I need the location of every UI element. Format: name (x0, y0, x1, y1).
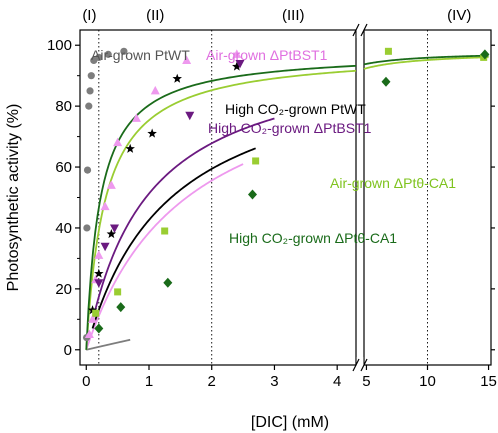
series-label-2: Air-grown ΔPtBST1 (206, 47, 328, 63)
data-point-series-2 (232, 49, 242, 58)
x-tick-label: 10 (419, 373, 436, 390)
y-tick-label: 80 (55, 98, 72, 115)
x-tick-label: 3 (270, 373, 278, 390)
y-axis-title: Photosynthetic activity (%) (5, 104, 22, 292)
fit-curve-3-1 (91, 147, 256, 329)
phase-label: (II) (146, 7, 164, 24)
series-label-5: Air-grown ΔPtθ-CA1 (330, 175, 456, 191)
data-point-series-1 (95, 53, 103, 62)
data-point-series-1 (85, 102, 93, 110)
fit-curve-4-1 (91, 117, 275, 321)
data-point-series-6 (480, 49, 490, 60)
data-point-series-2 (150, 85, 160, 95)
series-label-3: High CO₂-grown PtWT (225, 101, 366, 117)
axis-break-mark (360, 23, 368, 37)
y-tick-label: 100 (47, 37, 72, 54)
data-point-series-3 (125, 143, 135, 153)
data-point-series-4 (100, 242, 110, 252)
data-point-series-2 (84, 329, 94, 339)
axis-break-mark (352, 23, 360, 37)
x-tick-label: 2 (208, 373, 216, 390)
series-label-1: Air-grown PtWT (91, 47, 190, 63)
axis-break-mark (352, 358, 360, 372)
series-label-4: High CO₂-grown ΔPtBST1 (208, 120, 372, 136)
x-tick-label: 0 (82, 373, 90, 390)
data-point-series-3 (94, 268, 104, 278)
data-point-series-5 (114, 288, 122, 296)
data-point-series-1 (83, 224, 91, 232)
x-axis-title: [DIC] (mM) (251, 414, 329, 431)
data-point-series-2 (113, 137, 123, 147)
data-point-series-2 (88, 314, 98, 323)
data-point-series-6 (116, 302, 126, 313)
data-point-series-5 (92, 309, 100, 317)
data-point-series-6 (381, 76, 391, 87)
data-point-series-3 (147, 128, 157, 138)
data-point-series-4 (185, 111, 195, 121)
axis-break-gap-top (356, 22, 364, 38)
data-point-series-2 (106, 180, 116, 189)
x-tick-label: 5 (362, 373, 370, 390)
phase-label: (I) (82, 7, 96, 24)
fit-curve-1-1 (86, 338, 131, 351)
data-point-series-1 (120, 47, 128, 55)
data-point-series-6 (163, 277, 173, 288)
data-point-series-6 (248, 189, 257, 200)
fit-curve-5-1 (85, 69, 357, 350)
fit-curve-5-2 (363, 56, 489, 70)
data-point-series-2 (100, 201, 110, 211)
data-point-series-2 (131, 113, 141, 122)
series-label-6: High CO₂-grown ΔPtθ-CA1 (229, 230, 397, 246)
data-point-series-4 (110, 224, 119, 233)
fit-curve-6-2 (363, 54, 489, 66)
plot-area: 0 20 40 60 80 100 0 1 2 3 4 5 10 15 (I) (II) (III) (IV) Ai… (47, 7, 497, 390)
data-point-series-3 (232, 61, 242, 71)
phase-label: (IV) (447, 7, 471, 24)
data-point-series-4 (235, 60, 245, 69)
x-tick-label: 4 (333, 373, 341, 390)
y-tick-label: 20 (55, 281, 72, 298)
data-point-series-3 (172, 73, 182, 83)
data-point-series-5 (384, 47, 392, 55)
data-point-series-4 (94, 279, 104, 288)
data-point-series-1 (104, 50, 112, 58)
y-tick-label: 60 (55, 159, 72, 176)
axis-break-gap-bottom (356, 357, 364, 373)
data-point-series-3 (87, 305, 98, 315)
data-point-series-3 (106, 229, 117, 239)
y-tick-label: 40 (55, 220, 72, 237)
fit-curve-6-1 (85, 64, 357, 350)
axis-break-mark (360, 358, 368, 372)
data-point-series-5 (252, 157, 260, 165)
fit-curve-2-1 (85, 163, 244, 351)
data-point-series-1 (86, 87, 94, 95)
data-point-series-2 (94, 250, 104, 259)
data-point-series-6 (94, 323, 104, 334)
data-point-series-1 (87, 72, 95, 80)
data-point-series-5 (161, 227, 169, 235)
x-tick-label: 15 (480, 373, 497, 390)
x-tick-label: 1 (145, 373, 153, 390)
data-point-series-1 (83, 166, 92, 174)
data-point-series-2 (182, 55, 192, 64)
y-tick-label: 0 (64, 342, 72, 359)
phase-label: (III) (282, 7, 305, 24)
